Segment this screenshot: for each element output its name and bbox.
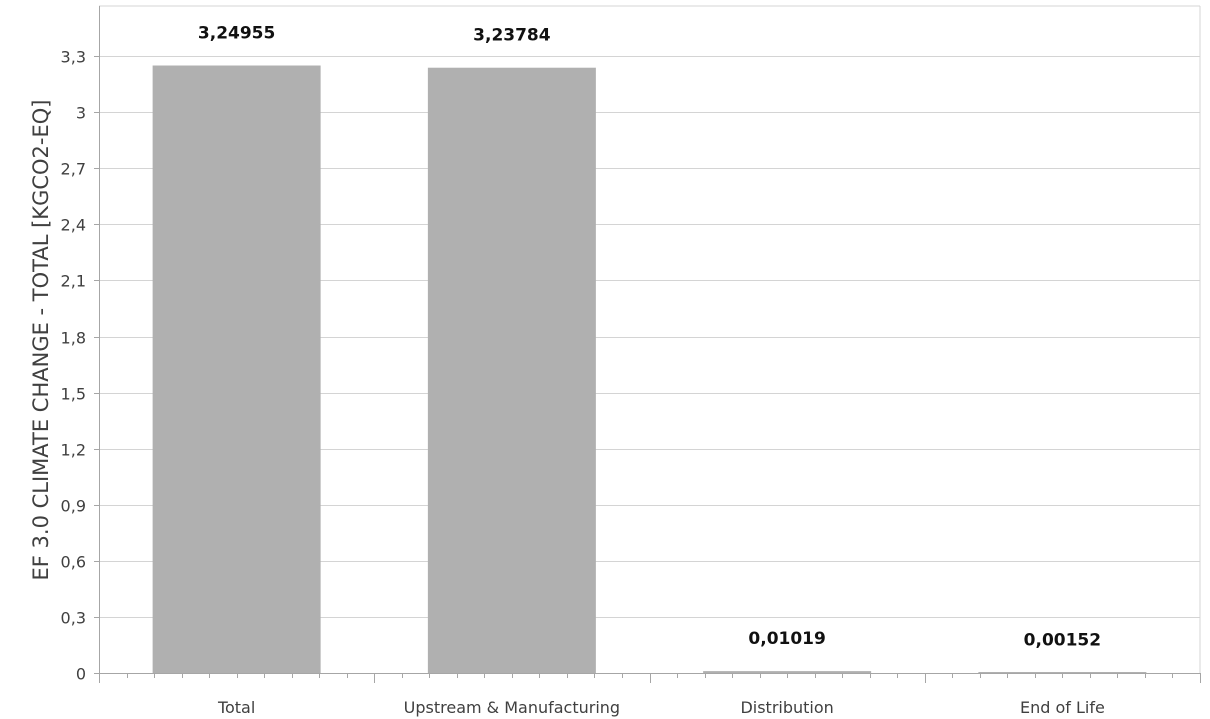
data-label: 0,01019 — [748, 629, 825, 649]
data-label: 0,00152 — [1024, 631, 1101, 651]
category-label: Upstream & Manufacturing — [404, 698, 620, 717]
data-label: 3,23784 — [473, 26, 551, 46]
y-tick-labels: 0 0,3 0,6 0,9 1,2 1,5 1,8 2,1 2,4 2,7 3 3,3 — [61, 48, 86, 684]
bar — [703, 671, 872, 673]
y-tick-label: 0,3 — [61, 609, 86, 628]
category-label: End of Life — [1020, 698, 1105, 717]
y-tick-label: 0,9 — [61, 497, 86, 516]
y-axis-title: EF 3.0 CLIMATE CHANGE - TOTAL [KGCO2-EQ] — [29, 100, 53, 581]
data-label: 3,24955 — [198, 24, 275, 44]
y-tick-label: 0,6 — [61, 553, 86, 572]
bars — [152, 65, 1147, 674]
bar — [427, 67, 596, 673]
category-labels: Total Upstream & Manufacturing Distributio… — [217, 698, 1105, 717]
bar — [152, 65, 321, 674]
y-tick-label: 3 — [76, 104, 86, 123]
bar — [978, 672, 1147, 673]
y-tick-label: 2,1 — [61, 272, 86, 291]
y-tick-label: 1,5 — [61, 385, 86, 404]
y-tick-label: 2,7 — [61, 160, 86, 179]
y-tick-label: 3,3 — [61, 48, 86, 67]
category-label: Distribution — [740, 698, 833, 717]
y-tick-label: 1,8 — [61, 329, 86, 348]
y-tick-label: 1,2 — [61, 441, 86, 460]
category-label: Total — [217, 698, 255, 717]
y-tick-label: 0 — [76, 665, 86, 684]
axes — [94, 6, 1201, 683]
data-labels: 3,24955 3,23784 0,01019 0,00152 — [198, 24, 1101, 651]
y-tick-label: 2,4 — [61, 216, 86, 235]
